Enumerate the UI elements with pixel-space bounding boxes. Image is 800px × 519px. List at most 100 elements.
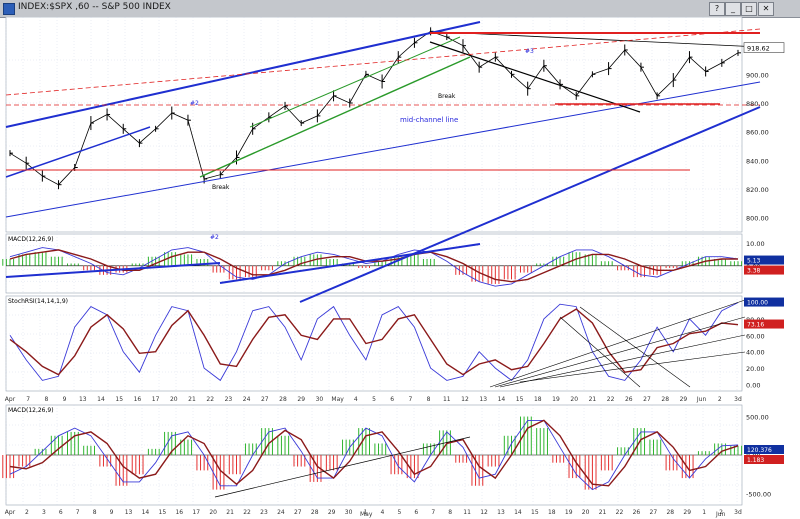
green-channel-line	[199, 56, 471, 178]
stochrsi-fan-line	[494, 316, 746, 388]
stochrsi-y-tick: 0.00	[746, 381, 760, 389]
minimize-button[interactable]: _	[725, 2, 741, 16]
maximize-button[interactable]: □	[741, 2, 757, 16]
x-axis-tick-lower: 18	[548, 509, 556, 516]
x-axis-tick-upper: 20	[570, 396, 578, 403]
x-axis-month-label: May	[360, 511, 373, 518]
price-annotation: #2	[190, 100, 199, 107]
x-axis-tick-upper: 30	[316, 396, 324, 403]
x-axis-tick-upper: 15	[115, 396, 123, 403]
x-axis-tick-lower: 14	[514, 509, 522, 516]
macd-trend-line-2	[219, 243, 481, 284]
price-annotation: mid-channel line	[400, 116, 458, 124]
x-axis-tick-lower: 6	[59, 509, 63, 516]
x-axis-tick-lower: 13	[125, 509, 133, 516]
x-axis-tick-lower: 7	[431, 509, 435, 516]
x-axis-tick-lower: 2	[25, 509, 29, 516]
x-axis-tick-upper: 8	[427, 396, 431, 403]
x-axis-tick-upper: 8	[44, 396, 48, 403]
x-axis-tick-lower: 12	[480, 509, 488, 516]
stochrsi-fan-line	[579, 306, 691, 388]
price-y-tick: 840.00	[746, 157, 769, 165]
price-panel-frame	[5, 17, 743, 233]
x-axis-tick-lower: 21	[599, 509, 607, 516]
x-axis-tick-lower: 3d	[734, 509, 742, 516]
x-axis-tick-lower: 17	[192, 509, 200, 516]
x-axis-tick-upper: 7	[26, 396, 30, 403]
x-axis-tick-upper: 15	[516, 396, 524, 403]
macd-60min-panel-frame	[5, 233, 743, 294]
price-annotation: Break	[212, 184, 230, 191]
x-axis-tick-upper: 26	[625, 396, 633, 403]
macd-60min-last-value: 5.13	[747, 258, 761, 265]
upper-channel-line	[5, 21, 481, 128]
x-axis-tick-upper: 14	[97, 396, 105, 403]
x-axis-tick-lower: 23	[260, 509, 268, 516]
x-axis-tick-upper: 3d	[734, 396, 742, 403]
price-series-line	[9, 30, 739, 186]
x-axis-tick-lower: 4	[381, 509, 385, 516]
stochrsi-fan-line	[489, 299, 746, 388]
x-axis-tick-upper: 17	[152, 396, 160, 403]
stochrsi-last-value: 100.00	[747, 300, 768, 307]
x-axis-tick-upper: 4	[354, 396, 358, 403]
price-y-tick: 820.00	[746, 186, 769, 194]
x-axis-tick-lower: 13	[497, 509, 505, 516]
price-annotation: #3	[525, 48, 534, 55]
macd-daily-last-value-box	[744, 455, 784, 464]
macd-daily-y-tick: -500.00	[746, 490, 771, 498]
macd-daily-last-value-box	[744, 445, 784, 454]
macd-60min-label: MACD(12,26,9)	[8, 236, 54, 243]
stochrsi-y-tick: 40.00	[746, 349, 765, 357]
stochrsi-label: StochRSI(14,14,1,9)	[8, 298, 68, 305]
x-axis-tick-upper: 2	[718, 396, 722, 403]
x-axis-tick-upper: 18	[534, 396, 542, 403]
trendline-drawings	[5, 21, 761, 498]
macd-60min-y-tick: 10.00	[746, 240, 765, 248]
x-axis-tick-lower: Apr	[5, 509, 16, 516]
x-axis-tick-upper: 11	[443, 396, 451, 403]
x-axis-tick-lower: 22	[616, 509, 624, 516]
x-axis-tick-lower: 21	[226, 509, 234, 516]
x-axis-tick-upper: May	[331, 396, 344, 403]
stochrsi-y-tick: 20.00	[746, 365, 765, 373]
help-button[interactable]: ?	[709, 2, 725, 16]
trend-line-2	[5, 126, 151, 178]
macd-60min-last-value: 3.38	[747, 268, 761, 275]
window-title: INDEX:$SPX ,60 -- S&P 500 INDEX	[18, 2, 171, 12]
x-axis-tick-upper: 21	[188, 396, 196, 403]
macd-daily-last-value: 120.376	[747, 447, 772, 454]
x-axis-tick-upper: 19	[552, 396, 560, 403]
macd-daily-trend-line	[214, 436, 471, 498]
x-axis-tick-upper: 24	[243, 396, 251, 403]
close-button[interactable]: ✕	[758, 2, 774, 16]
macd-trend-line	[5, 262, 221, 278]
x-axis-tick-lower: 15	[159, 509, 167, 516]
x-axis-tick-upper: 23	[225, 396, 233, 403]
help-icon: ?	[714, 4, 720, 13]
x-axis-tick-lower: 7	[76, 509, 80, 516]
x-axis-tick-lower: 8	[93, 509, 97, 516]
x-axis-tick-lower: 27	[294, 509, 302, 516]
x-axis-month-label: Jun	[715, 511, 726, 518]
macd-60min-last-value-box	[744, 255, 784, 265]
x-axis-tick-upper: 22	[206, 396, 214, 403]
x-axis-tick-upper: 12	[461, 396, 469, 403]
x-axis-tick-upper: 13	[79, 396, 87, 403]
macd-daily-label: MACD(12,26,9)	[8, 407, 54, 414]
x-axis-tick-lower: 6	[414, 509, 418, 516]
stochrsi-y-tick: 60.00	[746, 332, 765, 340]
x-axis-tick-lower: 29	[683, 509, 691, 516]
x-axis-tick-upper: 20	[170, 396, 178, 403]
price-annotation: Break	[438, 93, 456, 100]
stochrsi-last-value: 73.16	[747, 322, 764, 329]
price-last-value: 918.62	[747, 45, 770, 53]
macd-daily-y-tick: 500.00	[746, 414, 769, 422]
x-axis-tick-lower: 5	[397, 509, 401, 516]
x-axis-tick-upper: 9	[63, 396, 67, 403]
x-axis-tick-lower: 19	[565, 509, 573, 516]
x-axis-tick-upper: 29	[680, 396, 688, 403]
stochrsi-fan-line	[559, 316, 641, 388]
x-axis-tick-upper: 27	[261, 396, 269, 403]
